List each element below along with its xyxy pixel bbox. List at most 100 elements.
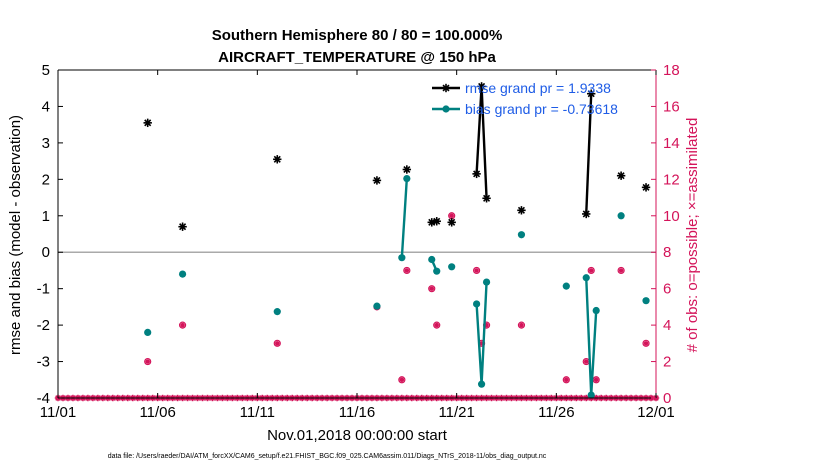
obs-possible-cross xyxy=(434,322,439,328)
obs-possible-cross xyxy=(643,341,649,346)
obs-possible-point xyxy=(562,376,570,384)
rmse-point xyxy=(517,206,526,215)
marker-stroke xyxy=(474,268,479,273)
bias-point xyxy=(582,274,590,282)
obs-possible-cross xyxy=(145,359,150,364)
y-tick-label-right: 6 xyxy=(663,281,671,298)
bias-point xyxy=(562,282,570,290)
marker-stroke xyxy=(618,268,624,273)
obs-possible-point xyxy=(592,376,600,384)
bias-point xyxy=(373,302,381,310)
obs-possible-point xyxy=(398,376,406,384)
obs-possible-point xyxy=(448,212,456,220)
rmse-point xyxy=(432,217,441,226)
legend-marker-core xyxy=(444,86,448,90)
rmse-point xyxy=(427,218,436,227)
legend: rmse grand pr = 1.9338 bias grand pr = -0… xyxy=(432,80,618,117)
rmse-point-core xyxy=(584,211,589,216)
marker-stroke xyxy=(145,359,150,364)
obs-possible-point xyxy=(144,357,152,366)
marker-stroke xyxy=(643,341,649,346)
obs-possible-point xyxy=(178,321,187,329)
bias-point xyxy=(592,306,600,315)
x-tick-label: 11/16 xyxy=(339,404,375,421)
x-tick-label: 11/26 xyxy=(538,404,574,421)
obs-possible-circle xyxy=(642,339,650,347)
rmse-point-core xyxy=(519,208,524,213)
bias-point xyxy=(482,278,491,286)
marker-stroke xyxy=(564,377,569,382)
x-tick-label: 11/11 xyxy=(240,404,275,421)
legend-marker-bias xyxy=(442,105,450,113)
rmse-point-core xyxy=(484,196,489,201)
y-tick-label-left: -1 xyxy=(37,281,50,298)
rmse-point-core xyxy=(474,171,479,176)
rmse-point-core xyxy=(434,219,439,224)
obs-possible-circle xyxy=(587,266,595,275)
obs-possible-cross xyxy=(404,268,410,273)
bias-point xyxy=(587,391,595,399)
legend-marker-rmse xyxy=(441,83,451,93)
obs-possible-cross xyxy=(180,322,185,328)
obs-possible-cross xyxy=(449,213,454,218)
bias-point xyxy=(477,380,486,388)
y-tick-label-left: 1 xyxy=(42,208,50,225)
x-tick-label: 12/01 xyxy=(637,404,675,421)
marker-stroke xyxy=(584,359,589,364)
rmse-point xyxy=(616,171,626,180)
marker-stroke xyxy=(429,286,434,291)
obs-possible-circle xyxy=(428,285,436,293)
obs-possible-cross xyxy=(429,286,434,291)
rmse-point xyxy=(402,165,412,174)
rmse-point xyxy=(477,82,486,91)
rmse-point-core xyxy=(275,157,280,162)
obs-possible-cross xyxy=(519,322,524,328)
marker-stroke xyxy=(399,377,404,382)
y-axis-label-left: rmse and bias (model - observation) xyxy=(7,115,24,355)
x-axis-label: Nov.01,2018 00:00:00 start xyxy=(267,427,448,444)
rmse-point-core xyxy=(479,84,484,89)
marker-stroke xyxy=(589,268,594,273)
legend-label-rmse: rmse grand pr = 1.9338 xyxy=(465,80,611,96)
y-tick-label-right: 14 xyxy=(663,135,680,152)
rmse-point-core xyxy=(449,220,454,225)
bias-line xyxy=(400,178,409,258)
obs-possible-cross xyxy=(594,377,599,382)
obs-possible-cross xyxy=(584,359,589,364)
marker-stroke xyxy=(404,268,409,273)
bias-point xyxy=(398,254,406,262)
y-tick-label-right: 8 xyxy=(663,244,671,261)
data-file-footer: data file: /Users/raeder/DAI/ATM_forcXX/… xyxy=(108,453,547,460)
x-tick-label: 11/01 xyxy=(40,404,76,421)
obs-possible-cross xyxy=(474,268,479,273)
bias-point xyxy=(517,231,526,239)
bias-point xyxy=(448,263,456,271)
obs-possible-cross xyxy=(275,341,280,346)
y-tick-label-left: -4 xyxy=(37,390,50,407)
rmse-point xyxy=(372,176,382,185)
obs-possible-circle xyxy=(403,266,411,275)
obs-possible-cross xyxy=(589,268,594,273)
rmse-point-core xyxy=(404,167,409,172)
obs-possible-point xyxy=(517,321,526,329)
chart-title: Southern Hemisphere 80 / 80 = 100.000% xyxy=(212,27,503,44)
marker-stroke xyxy=(275,341,280,346)
y-tick-label-right: 12 xyxy=(663,171,680,188)
bias-point xyxy=(473,300,481,308)
obs-possible-point xyxy=(642,339,650,347)
obs-possible-point xyxy=(273,339,281,347)
y-tick-label-right: 16 xyxy=(663,98,680,115)
obs-possible-circle xyxy=(178,321,187,329)
y-tick-label-right: 4 xyxy=(663,317,671,334)
obs-possible-point xyxy=(403,266,411,275)
y-tick-label-left: 0 xyxy=(42,244,50,261)
rmse-point xyxy=(582,209,591,219)
marker-stroke xyxy=(594,377,599,382)
bias-point xyxy=(617,212,625,220)
obs-possible-cross xyxy=(564,377,569,382)
y-tick-label-right: 10 xyxy=(663,208,680,225)
rmse-point xyxy=(447,218,456,227)
obs-possible-cross xyxy=(618,268,624,273)
